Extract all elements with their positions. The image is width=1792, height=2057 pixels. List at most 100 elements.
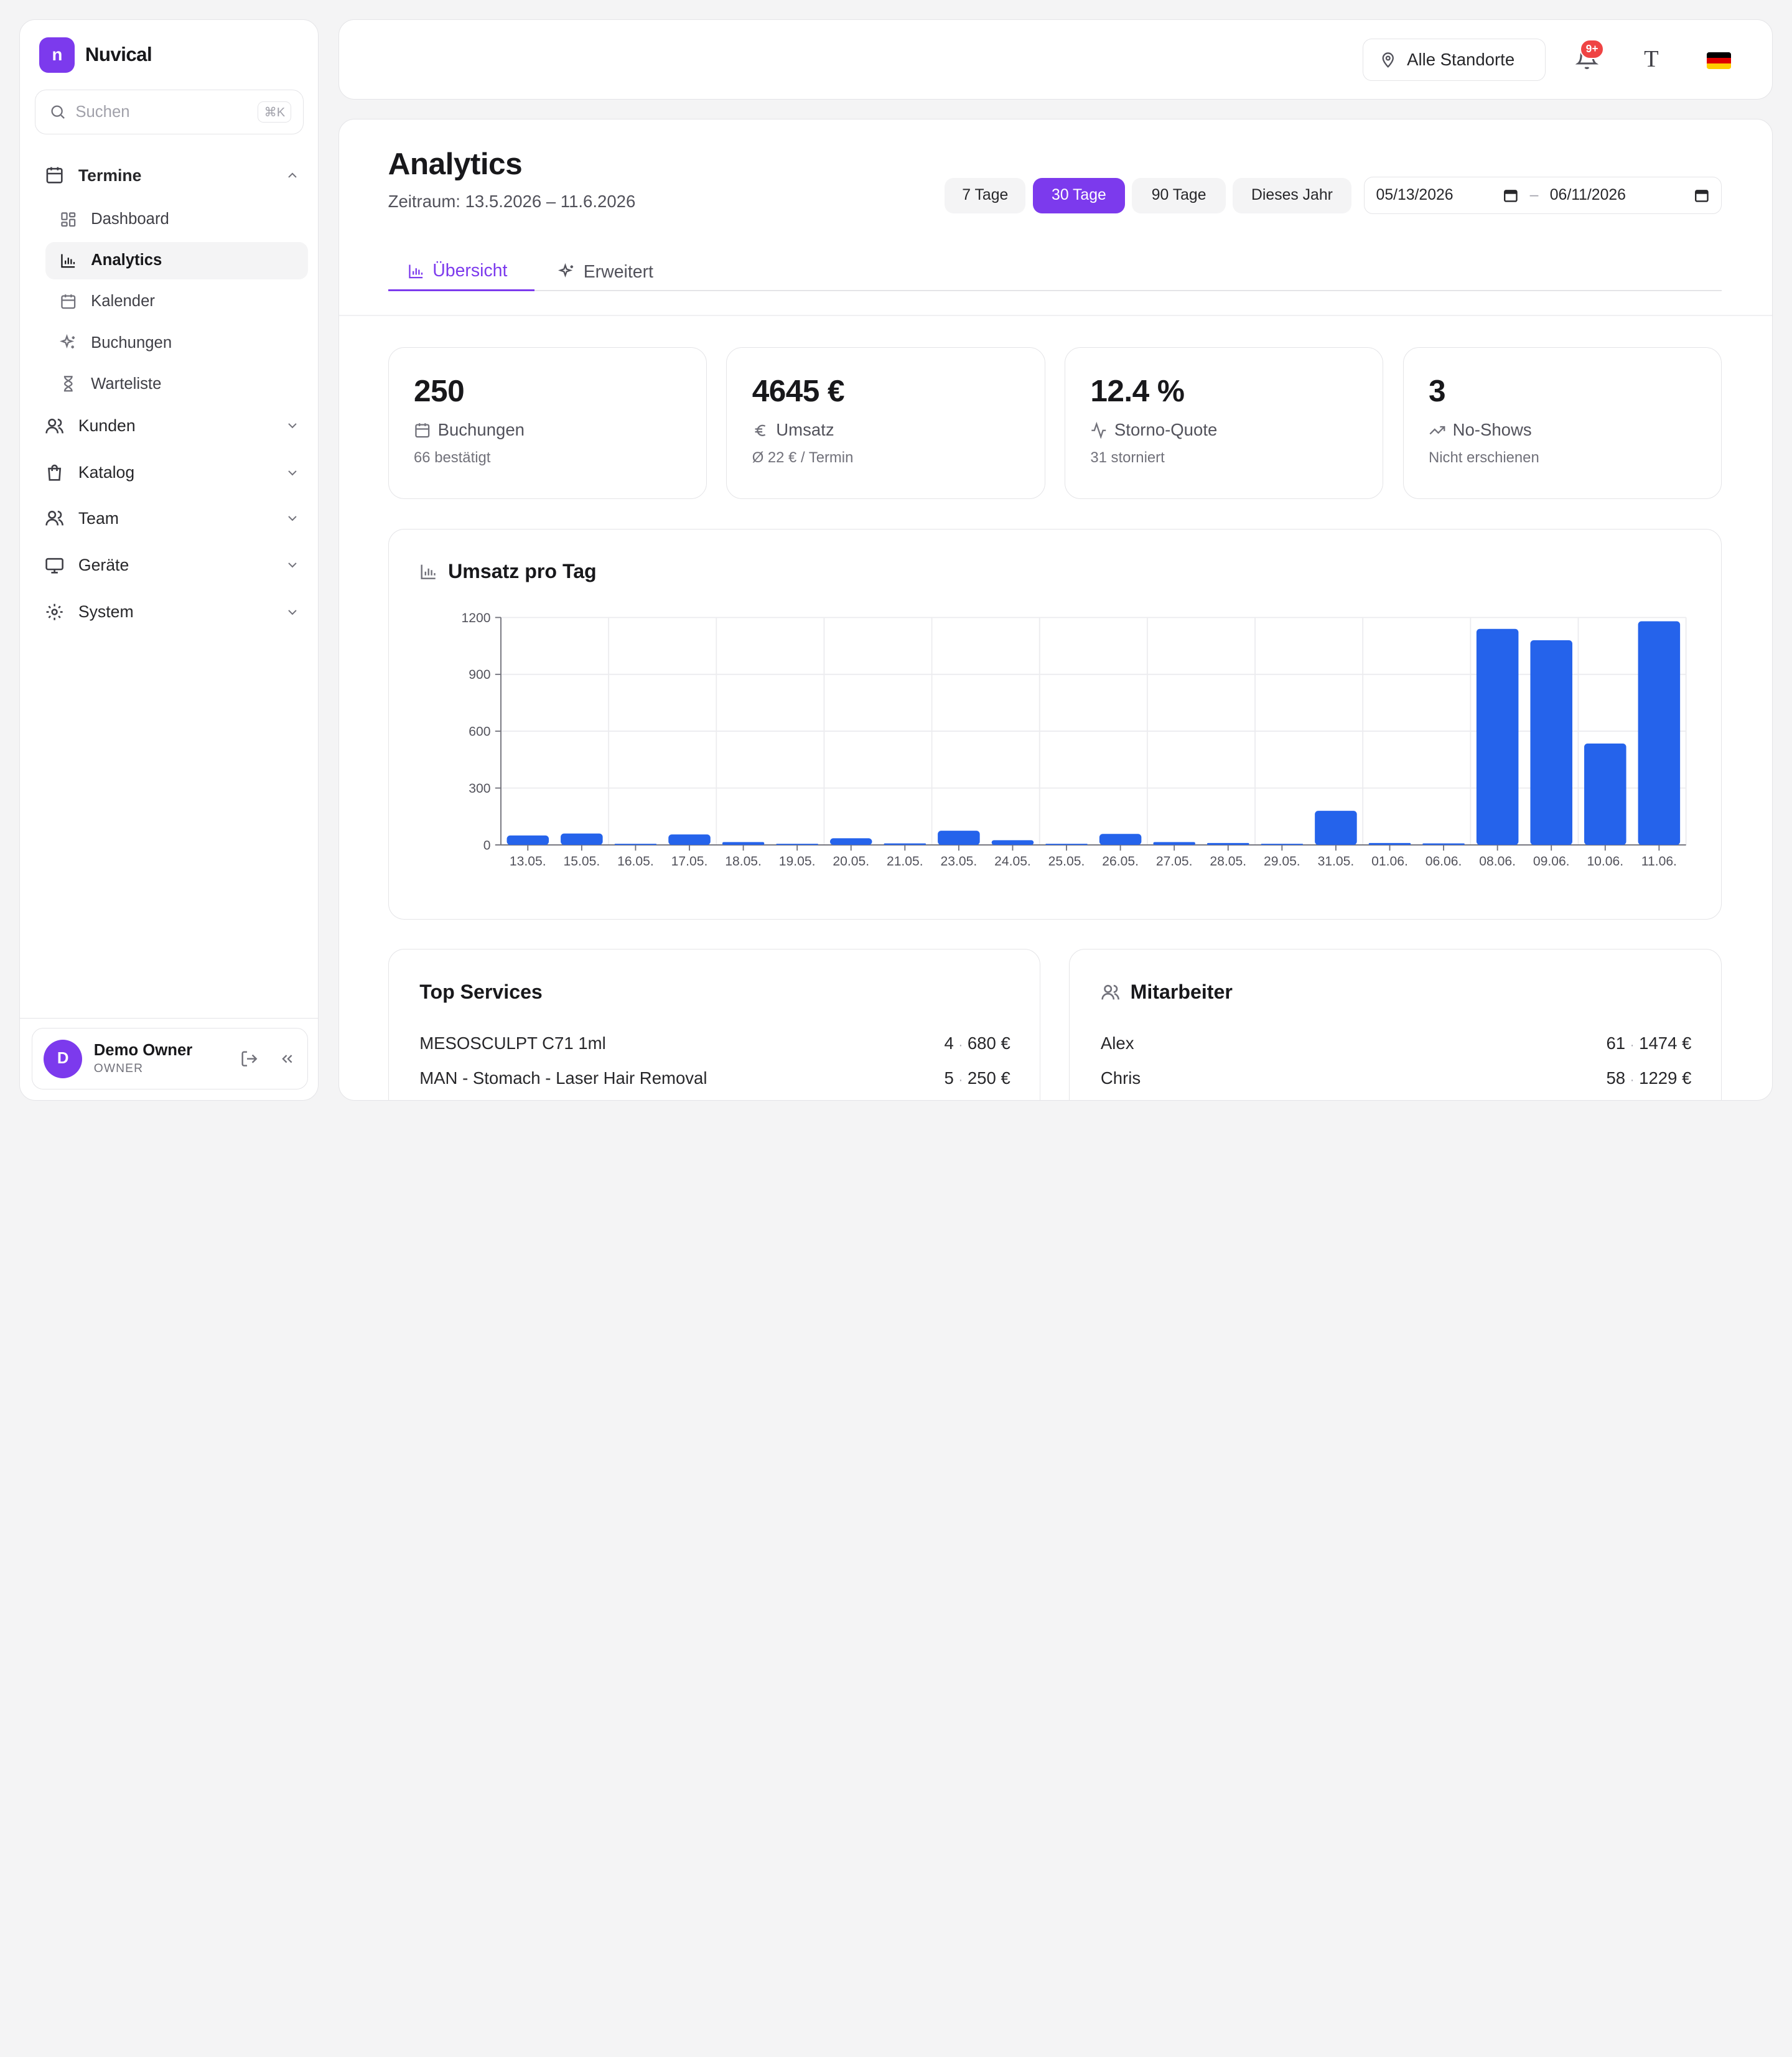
chart-bar bbox=[937, 830, 980, 845]
kpi-label: No-Shows bbox=[1429, 420, 1696, 440]
nav-group-label: Team bbox=[78, 508, 119, 528]
avatar[interactable]: D bbox=[43, 1039, 83, 1078]
kpi-value: 3 bbox=[1429, 373, 1446, 408]
service-name: MAN - Stomach - Laser Hair Removal bbox=[419, 1068, 707, 1088]
tab-label: Übersicht bbox=[432, 261, 508, 281]
chart-bar bbox=[776, 843, 818, 845]
chart-bar bbox=[1206, 842, 1249, 845]
tab-uebersicht[interactable]: Übersicht bbox=[388, 253, 534, 291]
nav-group-team[interactable]: Team bbox=[44, 505, 300, 532]
top-bar: Alle Standorte 9+ T bbox=[338, 19, 1773, 100]
separator-dot: · bbox=[958, 1038, 963, 1052]
nav-group-system[interactable]: System bbox=[44, 599, 300, 626]
calendar-icon[interactable] bbox=[1503, 187, 1519, 203]
tab-erweitert[interactable]: Erweitert bbox=[558, 253, 653, 291]
nav-group-label: System bbox=[78, 602, 134, 622]
font-size-toggle[interactable]: T bbox=[1644, 45, 1659, 72]
x-tick-label: 09.06. bbox=[1533, 854, 1569, 869]
service-amount: 250 € bbox=[967, 1068, 1010, 1088]
sidebar-item-buchungen[interactable]: Buchungen bbox=[45, 324, 308, 362]
nav-group-kunden[interactable]: Kunden bbox=[44, 412, 300, 439]
x-tick-label: 25.05. bbox=[1048, 854, 1085, 869]
kpi-label-text: No-Shows bbox=[1452, 420, 1532, 440]
kpi-label-text: Storno-Quote bbox=[1114, 420, 1218, 440]
chart-bar bbox=[668, 834, 711, 845]
date-separator: – bbox=[1529, 187, 1539, 204]
y-tick-label: 0 bbox=[483, 838, 490, 852]
staff-title-text: Mitarbeiter bbox=[1130, 981, 1233, 1004]
range-90-tage-button[interactable]: 90 Tage bbox=[1132, 177, 1226, 213]
kpi-label: Buchungen bbox=[414, 420, 681, 440]
top-services-title: Top Services bbox=[419, 981, 543, 1004]
calendar-icon[interactable] bbox=[1694, 187, 1710, 203]
service-count: 4 bbox=[944, 1033, 954, 1053]
kpi-value: 12.4 % bbox=[1090, 373, 1185, 408]
kpi-sub: Nicht erschienen bbox=[1429, 449, 1539, 466]
x-tick-label: 23.05. bbox=[940, 854, 977, 869]
notification-badge: 9+ bbox=[1580, 39, 1604, 59]
users-icon bbox=[44, 416, 65, 436]
kpi-label-text: Umsatz bbox=[776, 420, 834, 440]
chevron-down-icon bbox=[288, 609, 297, 615]
chart-bar bbox=[884, 843, 926, 845]
sidebar-item-label: Dashboard bbox=[91, 210, 169, 228]
top-services-card: Top Services MESOSCULPT C71 1ml 4 · 680 … bbox=[388, 949, 1041, 1100]
x-tick-label: 01.06. bbox=[1371, 854, 1408, 869]
shopping-bag-icon bbox=[44, 462, 65, 483]
brand-logo: n bbox=[39, 37, 75, 73]
calendar-icon bbox=[59, 292, 77, 310]
search-shortcut: ⌘K bbox=[258, 101, 292, 123]
tabs-divider bbox=[388, 289, 1722, 291]
chart-bar bbox=[614, 843, 656, 845]
service-name: MESOSCULPT C71 1ml bbox=[419, 1033, 606, 1053]
x-tick-label: 29.05. bbox=[1264, 854, 1300, 869]
list-item[interactable]: Alex 61 · 1474 € bbox=[1101, 1033, 1692, 1053]
sparkles-icon bbox=[59, 334, 77, 352]
chart-title-text: Umsatz pro Tag bbox=[448, 560, 597, 583]
separator-dot: · bbox=[958, 1073, 963, 1088]
y-tick-label: 600 bbox=[469, 724, 490, 739]
tab-label: Erweitert bbox=[583, 261, 653, 282]
list-item[interactable]: MESOSCULPT C71 1ml 4 · 680 € bbox=[419, 1033, 1010, 1053]
sidebar-item-dashboard[interactable]: Dashboard bbox=[45, 200, 308, 238]
sidebar-item-warteliste[interactable]: Warteliste bbox=[45, 365, 308, 403]
x-tick-label: 10.06. bbox=[1587, 854, 1623, 869]
date-to-input[interactable]: 06/11/2026 bbox=[1549, 187, 1626, 204]
chart-bar bbox=[1045, 843, 1088, 845]
chevron-down-icon bbox=[288, 470, 297, 475]
sidebar-item-label: Analytics bbox=[91, 251, 162, 269]
kpi-card-umsatz: 4645 € Umsatz Ø 22 € / Termin bbox=[726, 347, 1045, 499]
brand[interactable]: n Nuvical bbox=[39, 37, 152, 73]
bar-chart-icon bbox=[409, 264, 422, 279]
separator-dot: · bbox=[1630, 1038, 1635, 1052]
user-role: OWNER bbox=[93, 1062, 144, 1076]
map-pin-icon bbox=[1382, 52, 1394, 68]
y-tick-label: 1200 bbox=[461, 610, 490, 625]
chart-bar bbox=[829, 837, 872, 845]
service-stats: 5 · 250 € bbox=[944, 1068, 1010, 1088]
sidebar-item-analytics[interactable]: Analytics bbox=[45, 241, 309, 280]
calendar-icon bbox=[44, 165, 65, 185]
x-tick-label: 15.05. bbox=[563, 854, 600, 869]
sidebar-item-kalender[interactable]: Kalender bbox=[45, 283, 308, 321]
range-dieses-jahr-button[interactable]: Dieses Jahr bbox=[1232, 177, 1351, 213]
nav-group-termine[interactable]: Termine bbox=[44, 162, 300, 189]
list-item[interactable]: Chris 58 · 1229 € bbox=[1101, 1068, 1692, 1088]
location-selector-button[interactable]: Alle Standorte bbox=[1363, 38, 1546, 81]
range-7-tage-button[interactable]: 7 Tage bbox=[945, 177, 1026, 213]
chart-bar bbox=[991, 839, 1034, 845]
logout-icon[interactable] bbox=[240, 1050, 258, 1068]
range-30-tage-button[interactable]: 30 Tage bbox=[1032, 177, 1126, 213]
date-from-input[interactable]: 05/13/2026 bbox=[1376, 187, 1454, 204]
nav-group-katalog[interactable]: Katalog bbox=[44, 459, 300, 487]
list-item[interactable]: MAN - Stomach - Laser Hair Removal 5 · 2… bbox=[419, 1068, 1010, 1088]
search-input[interactable]: Suchen ⌘K bbox=[35, 90, 304, 134]
german-flag-icon[interactable] bbox=[1707, 52, 1731, 70]
kpi-value: 4645 € bbox=[752, 373, 845, 408]
kpi-label: Storno-Quote bbox=[1090, 420, 1358, 440]
search-icon bbox=[51, 105, 65, 119]
staff-title: Mitarbeiter bbox=[1101, 981, 1233, 1004]
users-icon bbox=[1101, 984, 1119, 1000]
collapse-sidebar-icon[interactable] bbox=[279, 1050, 296, 1068]
nav-group-geraete[interactable]: Geräte bbox=[44, 551, 300, 579]
